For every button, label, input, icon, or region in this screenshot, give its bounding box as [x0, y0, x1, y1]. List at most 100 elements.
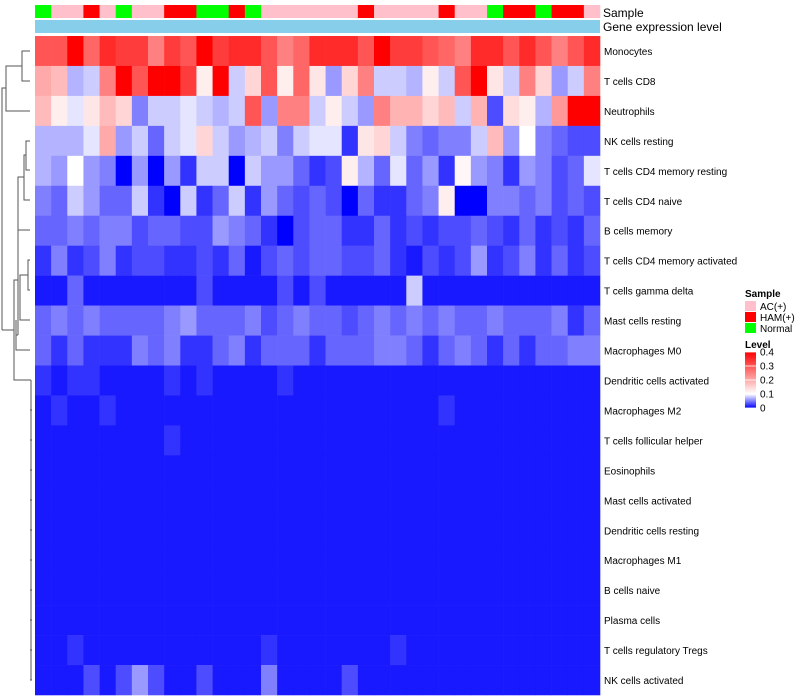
expression-annotation-label: Gene expression level: [603, 20, 722, 34]
heatmap-cell: [535, 515, 552, 546]
row-label: T cells follicular helper: [604, 436, 703, 447]
heatmap-cell: [67, 185, 84, 217]
heatmap-cell: [325, 635, 343, 666]
heatmap-cell: [454, 65, 472, 97]
heatmap-cell: [422, 575, 439, 606]
heatmap-cell: [325, 605, 343, 636]
heatmap-cell: [228, 455, 246, 486]
heatmap-cell: [148, 455, 165, 486]
level-legend-tick-label: 0.3: [760, 362, 774, 373]
heatmap-cell: [293, 275, 310, 306]
heatmap-cell: [180, 36, 197, 67]
heatmap-cell: [454, 215, 472, 246]
heatmap-cell: [406, 95, 423, 127]
heatmap-cell: [83, 575, 100, 606]
heatmap-cell: [51, 515, 68, 546]
heatmap-cell: [406, 455, 423, 486]
heatmap-cell: [228, 425, 246, 456]
heatmap-cell: [406, 365, 423, 396]
heatmap-cell: [519, 605, 536, 636]
heatmap-cell: [277, 365, 294, 396]
heatmap-cell: [261, 455, 278, 486]
heatmap-cell: [212, 575, 230, 606]
heatmap-cell: [309, 455, 326, 486]
heatmap-cell: [422, 36, 439, 67]
heatmap-cell: [277, 245, 294, 276]
heatmap-cell: [131, 605, 149, 636]
heatmap-cell: [551, 575, 569, 606]
heatmap-cell: [583, 335, 601, 366]
heatmap-cell: [390, 425, 407, 456]
row-label: B cells memory: [604, 227, 672, 238]
heatmap-cell: [180, 365, 197, 396]
heatmap-cell: [115, 395, 133, 426]
heatmap-cell: [438, 275, 456, 306]
heatmap-cell: [115, 425, 133, 456]
heatmap-cell: [293, 485, 310, 516]
heatmap-cell: [148, 275, 165, 306]
heatmap-cell: [309, 365, 326, 396]
heatmap-cell: [115, 95, 133, 127]
heatmap-cell: [244, 665, 262, 696]
heatmap-cell: [164, 185, 181, 217]
sample-annotation-cell: [519, 5, 536, 18]
heatmap-cell: [196, 335, 213, 366]
heatmap-cell: [438, 335, 456, 366]
heatmap-cell: [51, 605, 68, 636]
heatmap-cell: [341, 305, 359, 336]
heatmap-cell: [487, 485, 504, 516]
heatmap-cell: [454, 305, 472, 336]
heatmap-cell: [180, 155, 197, 187]
heatmap-cell: [551, 605, 569, 636]
heatmap-cell: [164, 575, 181, 606]
heatmap-cell: [309, 425, 326, 456]
sample-annotation-cell: [228, 5, 246, 18]
heatmap-cell: [519, 275, 536, 306]
heatmap-cell: [228, 215, 246, 246]
heatmap-cell: [357, 125, 375, 157]
heatmap-cell: [99, 605, 117, 636]
heatmap-cell: [309, 485, 326, 516]
heatmap-cell: [503, 275, 520, 306]
heatmap-cell: [406, 545, 423, 576]
heatmap-cell: [148, 95, 165, 127]
heatmap-cell: [583, 485, 601, 516]
heatmap-cell: [67, 545, 84, 576]
heatmap-cell: [341, 185, 359, 217]
heatmap-cell: [390, 545, 407, 576]
heatmap-cell: [454, 245, 472, 276]
heatmap-cell: [567, 455, 585, 486]
heatmap-cell: [277, 395, 294, 426]
heatmap-cell: [51, 545, 68, 576]
heatmap-cell: [470, 665, 488, 696]
heatmap-cell: [277, 425, 294, 456]
heatmap-cell: [503, 575, 520, 606]
heatmap-cell: [99, 425, 117, 456]
heatmap-cell: [83, 185, 100, 217]
heatmap-cell: [309, 185, 326, 217]
heatmap-cell: [535, 305, 552, 336]
heatmap-cell: [244, 335, 262, 366]
heatmap-cell: [487, 335, 504, 366]
heatmap-cell: [83, 665, 100, 696]
heatmap-cell: [551, 485, 569, 516]
row-label: B cells naive: [604, 586, 661, 597]
heatmap-cell: [438, 36, 456, 67]
heatmap-cell: [293, 455, 310, 486]
heatmap-cell: [374, 635, 391, 666]
heatmap-cell: [83, 125, 100, 157]
heatmap-cell: [470, 455, 488, 486]
heatmap-cell: [422, 395, 439, 426]
heatmap-cell: [470, 185, 488, 217]
heatmap-cell: [115, 185, 133, 217]
heatmap-cell: [99, 515, 117, 546]
heatmap-cell: [422, 65, 439, 97]
heatmap-cell: [519, 185, 536, 217]
sample-legend-swatch: [745, 323, 756, 333]
heatmap-cell: [67, 575, 84, 606]
heatmap-cell: [341, 395, 359, 426]
heatmap-cell: [357, 245, 375, 276]
heatmap-cell: [309, 215, 326, 246]
heatmap-cell: [261, 125, 278, 157]
heatmap-cell: [374, 155, 391, 187]
